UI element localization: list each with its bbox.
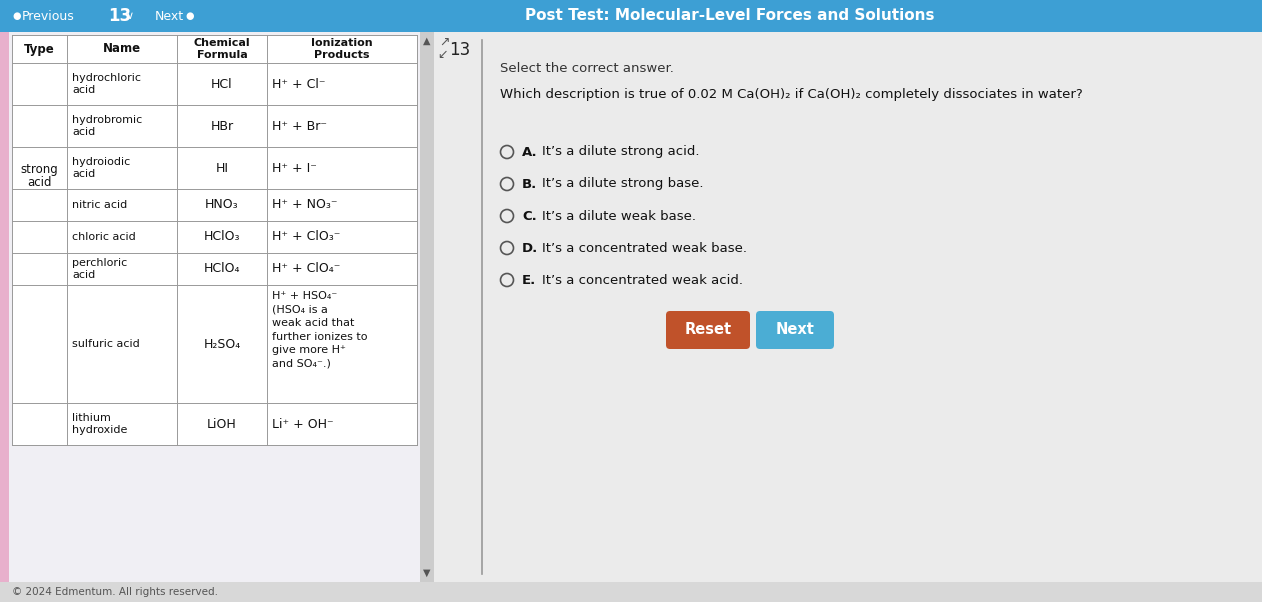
Text: H⁺ + HSO₄⁻
(HSO₄ is a
weak acid that
further ionizes to
give more H⁺
and SO₄⁻.): H⁺ + HSO₄⁻ (HSO₄ is a weak acid that fur…	[273, 291, 367, 369]
Text: D.: D.	[522, 241, 539, 255]
FancyBboxPatch shape	[13, 35, 416, 445]
Text: H₂SO₄: H₂SO₄	[203, 338, 241, 350]
Text: HBr: HBr	[211, 120, 233, 132]
FancyBboxPatch shape	[0, 0, 1262, 32]
Text: A.: A.	[522, 146, 538, 158]
Text: Chemical: Chemical	[193, 38, 250, 48]
Text: Type: Type	[24, 43, 54, 55]
Text: It’s a dilute strong base.: It’s a dilute strong base.	[541, 178, 703, 190]
Text: perchloric
acid: perchloric acid	[72, 258, 127, 280]
Text: chloric acid: chloric acid	[72, 232, 136, 242]
Text: ●: ●	[13, 11, 20, 21]
Text: C.: C.	[522, 209, 536, 223]
Text: LiOH: LiOH	[207, 418, 237, 430]
Text: Name: Name	[103, 43, 141, 55]
Text: E.: E.	[522, 273, 536, 287]
Text: ●: ●	[186, 11, 193, 21]
Text: Previous: Previous	[21, 10, 74, 22]
Text: HClO₃: HClO₃	[203, 231, 240, 243]
Text: acid: acid	[28, 176, 52, 188]
Text: ∨: ∨	[126, 11, 134, 21]
Text: ▼: ▼	[423, 568, 430, 578]
FancyBboxPatch shape	[420, 32, 434, 582]
Text: Products: Products	[314, 50, 370, 60]
Text: H⁺ + NO₃⁻: H⁺ + NO₃⁻	[273, 199, 337, 211]
Text: lithium
hydroxide: lithium hydroxide	[72, 413, 127, 435]
Text: HClO₄: HClO₄	[203, 262, 240, 276]
Text: H⁺ + ClO₄⁻: H⁺ + ClO₄⁻	[273, 262, 341, 276]
Text: Formula: Formula	[197, 50, 247, 60]
Text: HCl: HCl	[211, 78, 232, 90]
Text: B.: B.	[522, 178, 538, 190]
FancyBboxPatch shape	[666, 311, 750, 349]
Text: Select the correct answer.: Select the correct answer.	[500, 62, 674, 75]
Text: It’s a dilute weak base.: It’s a dilute weak base.	[541, 209, 697, 223]
Text: hydrochloric
acid: hydrochloric acid	[72, 73, 141, 95]
Text: Which description is true of 0.02 M Ca(OH)₂ if Ca(OH)₂ completely dissociates in: Which description is true of 0.02 M Ca(O…	[500, 88, 1083, 101]
Text: ▲: ▲	[423, 36, 430, 46]
Text: © 2024 Edmentum. All rights reserved.: © 2024 Edmentum. All rights reserved.	[13, 587, 218, 597]
FancyBboxPatch shape	[756, 311, 834, 349]
Text: hydroiodic
acid: hydroiodic acid	[72, 157, 130, 179]
Text: ↙: ↙	[437, 48, 448, 60]
Text: 13: 13	[449, 41, 471, 59]
Text: ↗: ↗	[439, 36, 449, 49]
FancyBboxPatch shape	[0, 32, 9, 582]
Text: It’s a dilute strong acid.: It’s a dilute strong acid.	[541, 146, 699, 158]
Text: HNO₃: HNO₃	[206, 199, 239, 211]
Text: hydrobromic
acid: hydrobromic acid	[72, 115, 143, 137]
Text: H⁺ + Cl⁻: H⁺ + Cl⁻	[273, 78, 326, 90]
FancyBboxPatch shape	[0, 32, 420, 582]
Text: Li⁺ + OH⁻: Li⁺ + OH⁻	[273, 418, 333, 430]
Text: Ionization: Ionization	[312, 38, 372, 48]
Text: Next: Next	[776, 323, 814, 338]
Text: H⁺ + Br⁻: H⁺ + Br⁻	[273, 120, 327, 132]
Text: sulfuric acid: sulfuric acid	[72, 339, 140, 349]
Text: Post Test: Molecular-Level Forces and Solutions: Post Test: Molecular-Level Forces and So…	[525, 8, 935, 23]
Text: It’s a concentrated weak base.: It’s a concentrated weak base.	[541, 241, 747, 255]
Text: H⁺ + ClO₃⁻: H⁺ + ClO₃⁻	[273, 231, 341, 243]
Text: H⁺ + I⁻: H⁺ + I⁻	[273, 161, 317, 175]
Text: Reset: Reset	[684, 323, 732, 338]
Text: It’s a concentrated weak acid.: It’s a concentrated weak acid.	[541, 273, 743, 287]
Text: strong: strong	[20, 164, 58, 176]
Text: HI: HI	[216, 161, 228, 175]
FancyBboxPatch shape	[434, 32, 1262, 582]
Text: 13: 13	[109, 7, 131, 25]
Text: Next: Next	[155, 10, 184, 22]
Text: nitric acid: nitric acid	[72, 200, 127, 210]
